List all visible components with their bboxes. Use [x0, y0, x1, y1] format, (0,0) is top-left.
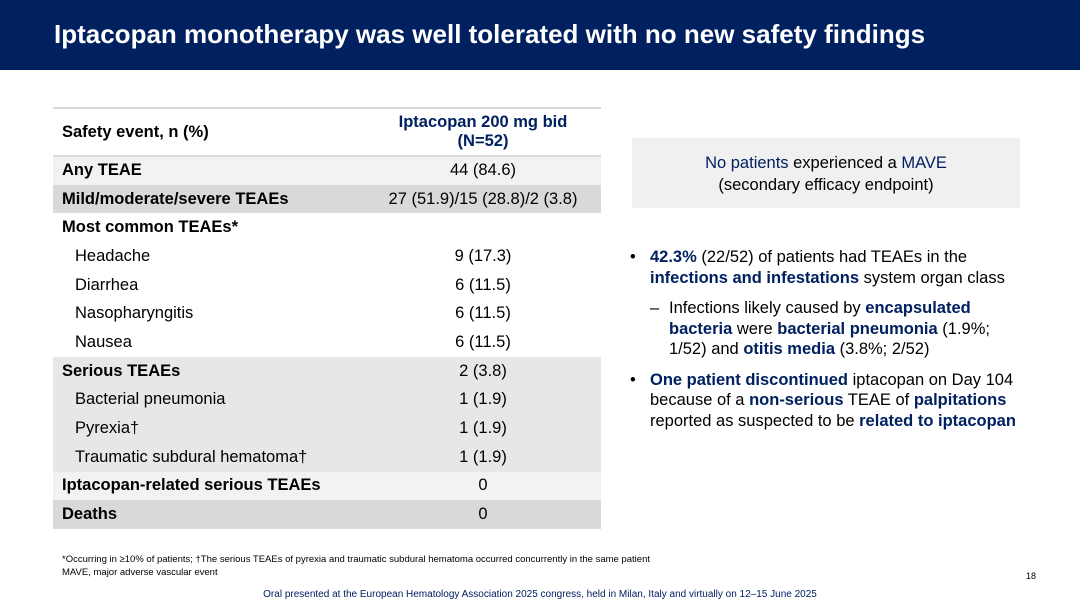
footnote: MAVE, major adverse vascular event	[62, 567, 218, 578]
footnotes: *Occurring in ≥10% of patients; †The ser…	[62, 553, 650, 579]
table-row: Diarrhea 6 (11.5)	[53, 270, 601, 300]
table-row: Mild/moderate/severe TEAEs 27 (51.9)/15 (…	[53, 184, 601, 214]
row-value: 1 (1.9)	[459, 419, 507, 438]
row-value: 44 (84.6)	[449, 161, 517, 180]
row-value: 1 (1.9)	[459, 390, 507, 409]
table-row: Any TEAE 44 (84.6)	[53, 156, 601, 185]
footnote: *Occurring in ≥10% of patients; †The ser…	[62, 554, 650, 565]
table-row: Iptacopan-related serious TEAEs 0	[53, 471, 601, 501]
bullet-item: 42.3% (22/52) of patients had TEAEs in t…	[622, 247, 1022, 288]
row-label: Diarrhea	[75, 275, 139, 294]
callout-emph: MAVE	[901, 154, 947, 172]
row-value: 6 (11.5)	[455, 304, 511, 323]
text: iptacopan on Day 104 because of a	[650, 370, 1014, 410]
row-value: 6 (11.5)	[455, 332, 511, 351]
emph: related to iptacopan	[859, 411, 1016, 430]
table-row: Deaths 0	[53, 500, 601, 529]
bullet-item: One patient discontinued iptacopan on Da…	[622, 370, 1022, 432]
emph: One patient discontinued	[650, 370, 849, 389]
arm-name: Iptacopan 200 mg bid	[398, 113, 568, 131]
row-value: 2 (3.8)	[459, 361, 507, 380]
emph: 42.3%	[650, 248, 697, 266]
emph: otitis media	[743, 340, 835, 358]
row-label: Headache	[75, 246, 151, 265]
text: (3.8%; 2/52)	[835, 340, 930, 358]
page-number: 18	[1026, 571, 1037, 581]
table-header: Safety event, n (%) Iptacopan 200 mg bid…	[53, 107, 601, 157]
row-label: Pyrexia†	[75, 419, 140, 438]
table-row: Serious TEAEs 2 (3.8)	[53, 356, 601, 386]
safety-table: Safety event, n (%) Iptacopan 200 mg bid…	[53, 107, 601, 529]
row-value: 6 (11.5)	[455, 275, 511, 294]
row-value: 9 (17.3)	[454, 246, 512, 265]
row-label: Bacterial pneumonia	[75, 390, 226, 409]
row-label: Iptacopan-related serious TEAEs	[62, 476, 321, 495]
text: reported as suspected to be	[650, 411, 860, 430]
row-label: Traumatic subdural hematoma†	[75, 447, 308, 466]
text: system organ class	[859, 268, 1005, 287]
row-label: Most common TEAEs*	[62, 218, 239, 237]
row-label: Nausea	[75, 332, 132, 351]
text: Infections likely caused by	[669, 299, 866, 317]
header-arm: Iptacopan 200 mg bid (N=52)	[365, 107, 601, 157]
row-label: Nasopharyngitis	[75, 304, 194, 323]
emph: infections and infestations	[650, 268, 860, 287]
row-value: 0	[478, 505, 488, 524]
emph: non-serious	[749, 391, 844, 409]
table-row: Nasopharyngitis 6 (11.5)	[53, 299, 601, 329]
text: TEAE of	[843, 391, 914, 409]
mave-callout: No patients experienced a MAVE (secondar…	[632, 138, 1020, 208]
text: were	[732, 319, 778, 338]
text: (1.9%; 1/52) and	[669, 319, 990, 359]
emph: bacterial pneumonia	[777, 319, 938, 338]
table-row: Traumatic subdural hematoma† 1 (1.9)	[53, 442, 601, 472]
sub-bullet-item: Infections likely caused by encapsulated…	[622, 298, 1022, 360]
header-event: Safety event, n (%)	[53, 107, 365, 157]
table-row: Bacterial pneumonia 1 (1.9)	[53, 385, 601, 415]
slide-title: Iptacopan monotherapy was well tolerated…	[0, 0, 1080, 70]
row-label: Deaths	[62, 505, 118, 524]
row-value	[365, 213, 601, 242]
table-row: Most common TEAEs*	[53, 213, 601, 243]
row-value: 1 (1.9)	[459, 447, 507, 466]
emph: encapsulated bacteria	[669, 299, 971, 338]
row-value: 0	[478, 476, 488, 495]
callout-text: experienced a	[788, 154, 902, 172]
row-label: Mild/moderate/severe TEAEs	[62, 189, 289, 208]
emph: palpitations	[913, 391, 1007, 409]
table-row: Headache 9 (17.3)	[53, 242, 601, 271]
callout-text: (secondary efficacy endpoint)	[718, 176, 934, 194]
table-row: Pyrexia† 1 (1.9)	[53, 414, 601, 443]
bullet-list: 42.3% (22/52) of patients had TEAEs in t…	[622, 247, 1022, 441]
text: (22/52) of patients had TEAEs in the	[696, 248, 968, 266]
row-value: 27 (51.9)/15 (28.8)/2 (3.8)	[388, 189, 578, 208]
arm-n: (N=52)	[457, 132, 509, 150]
callout-emph: No patients	[705, 154, 789, 172]
source-note: Oral presented at the European Hematolog…	[263, 589, 817, 600]
row-label: Serious TEAEs	[62, 361, 181, 380]
table-row: Nausea 6 (11.5)	[53, 328, 601, 357]
row-label: Any TEAE	[62, 161, 142, 180]
